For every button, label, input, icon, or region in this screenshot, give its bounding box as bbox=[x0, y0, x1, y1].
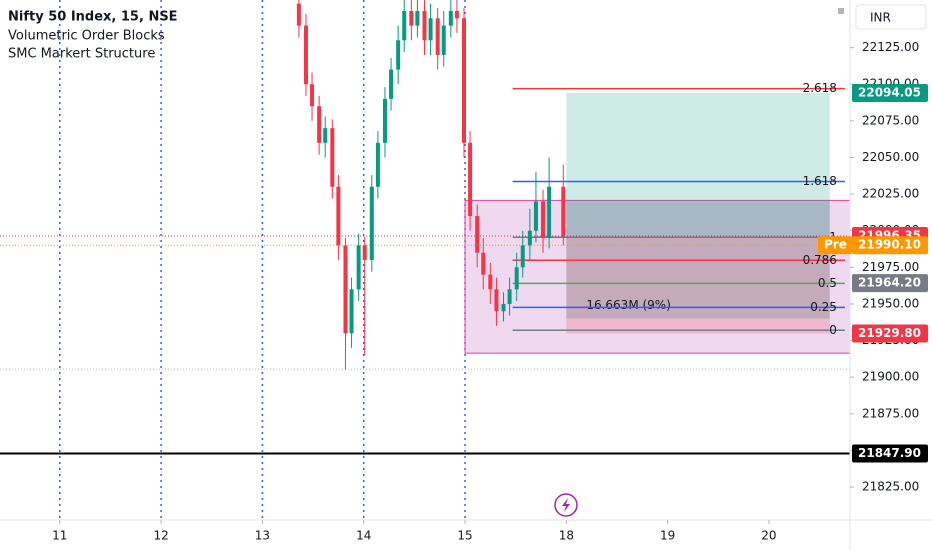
candle-body bbox=[349, 289, 354, 334]
candle-body bbox=[435, 18, 440, 55]
order-zone bbox=[464, 199, 850, 354]
candle-body bbox=[520, 245, 525, 268]
candle-body bbox=[527, 230, 532, 246]
candle-body bbox=[514, 267, 519, 290]
y-tick-label: 21825.00 bbox=[862, 480, 919, 494]
price-tag-label: 21990.10 bbox=[858, 238, 921, 252]
indicator: Volumetric Order Blocks bbox=[8, 29, 165, 44]
y-tick-label: 21950.00 bbox=[862, 296, 919, 310]
candle-body bbox=[468, 142, 473, 217]
candle-body bbox=[441, 25, 446, 55]
candle-body bbox=[317, 106, 322, 143]
candle-body bbox=[362, 245, 367, 260]
price-tag bbox=[852, 83, 928, 102]
candle-body bbox=[369, 186, 374, 260]
price-tag bbox=[852, 236, 928, 255]
icon bbox=[838, 8, 844, 14]
candle-body bbox=[296, 3, 301, 26]
candle-body bbox=[533, 201, 538, 231]
x-tick-label: 11 bbox=[52, 529, 67, 543]
candle-body bbox=[310, 84, 315, 107]
price-tag bbox=[852, 324, 928, 343]
y-tick-label: 22075.00 bbox=[862, 113, 919, 127]
candle-body bbox=[454, 10, 459, 19]
candle-body bbox=[356, 245, 361, 290]
y-tick-label: 22050.00 bbox=[862, 150, 919, 164]
event-icon-bolt bbox=[562, 498, 570, 512]
x-tick-label: 12 bbox=[153, 529, 168, 543]
candle-body bbox=[475, 216, 480, 253]
order-block bbox=[566, 200, 830, 319]
price-tag-label: 22094.05 bbox=[858, 85, 921, 99]
fib-label: 0.786 bbox=[803, 253, 837, 267]
fib-label: 2.618 bbox=[803, 81, 837, 95]
fib-label: 1.618 bbox=[803, 174, 837, 188]
candle-body bbox=[389, 69, 394, 99]
zone-label: 16.663M (9%) bbox=[586, 298, 671, 312]
candle-body bbox=[481, 252, 486, 275]
price-tag-prefix-bg bbox=[818, 236, 852, 255]
candle-body bbox=[494, 289, 499, 312]
candle-body bbox=[448, 10, 453, 26]
fib-label: 0.25 bbox=[810, 300, 837, 314]
candle-body bbox=[422, 10, 427, 41]
y-tick-label: 21900.00 bbox=[862, 370, 919, 384]
price-tag-prefix: Pre bbox=[824, 238, 847, 252]
x-tick-label: 18 bbox=[559, 529, 574, 543]
x-tick-label: 13 bbox=[255, 529, 270, 543]
candle-body bbox=[415, 10, 420, 26]
x-tick-label: 20 bbox=[761, 529, 776, 543]
candle-body bbox=[541, 201, 546, 239]
candle-body bbox=[462, 18, 467, 143]
candle-body bbox=[382, 98, 387, 143]
y-tick-label: 21975.00 bbox=[862, 260, 919, 274]
candle-body bbox=[428, 18, 433, 41]
price-tag bbox=[852, 444, 928, 463]
event-icon[interactable] bbox=[554, 493, 578, 517]
candle-body bbox=[409, 10, 414, 26]
indicator: SMC Markert Structure bbox=[8, 47, 155, 62]
y-tick-label: 22125.00 bbox=[862, 40, 919, 54]
candle-body bbox=[323, 128, 328, 143]
candle-body bbox=[488, 274, 493, 290]
price-tag bbox=[852, 274, 928, 293]
y-tick-label: 21875.00 bbox=[862, 406, 919, 420]
chart-title: Nifty 50 Index, 15, NSE bbox=[8, 10, 178, 25]
price-tag-label: 21964.20 bbox=[858, 276, 921, 290]
candle-body bbox=[303, 25, 308, 85]
currency: INR bbox=[870, 11, 891, 25]
candle-body bbox=[507, 289, 512, 304]
candle-body bbox=[547, 186, 552, 239]
price-tag-label: 21847.90 bbox=[858, 446, 921, 460]
candle-body bbox=[396, 40, 401, 70]
candle-body bbox=[402, 10, 407, 41]
candle-body bbox=[343, 245, 348, 334]
x-tick-label: 14 bbox=[356, 529, 371, 543]
candle-body bbox=[501, 303, 506, 312]
candle-body bbox=[561, 186, 566, 237]
fib-label: 0 bbox=[829, 323, 837, 337]
target-zone bbox=[566, 92, 830, 237]
stop-zone bbox=[566, 236, 830, 334]
candle-body bbox=[375, 142, 380, 187]
currency-button[interactable] bbox=[855, 4, 927, 30]
price-tag-label: 21929.80 bbox=[858, 326, 921, 340]
y-tick-label: 22025.00 bbox=[862, 187, 919, 201]
fib-label: 0.5 bbox=[818, 276, 837, 290]
x-tick-label: 19 bbox=[660, 529, 675, 543]
x-tick-label: 15 bbox=[457, 529, 472, 543]
candle-body bbox=[330, 128, 335, 187]
candle-body bbox=[336, 186, 341, 246]
